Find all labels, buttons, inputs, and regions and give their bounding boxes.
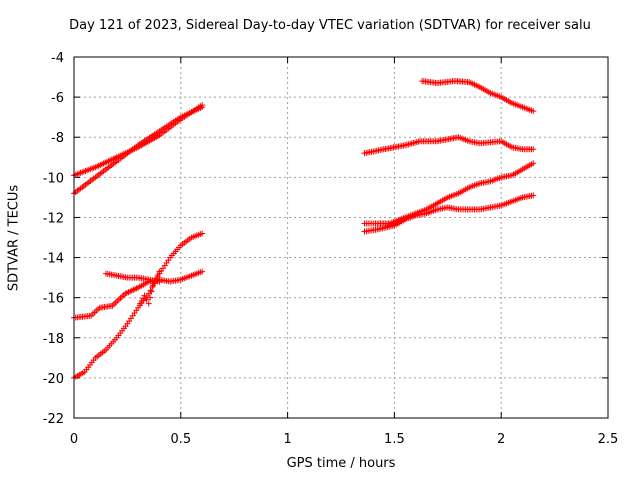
data-point <box>199 268 206 275</box>
data-point <box>530 146 537 153</box>
y-tick-label: -10 <box>43 171 64 186</box>
data-point <box>199 230 206 237</box>
series-arc-b <box>71 104 206 197</box>
y-tick-label: -6 <box>51 91 64 106</box>
data-point <box>141 292 148 299</box>
y-axis-label-text: SDTVAR / TECUs <box>6 184 22 292</box>
data-point <box>156 268 163 275</box>
y-tick-label: -12 <box>43 211 64 226</box>
y-tick-label: -4 <box>51 51 64 66</box>
y-tick-label: -18 <box>43 332 64 347</box>
data-point <box>151 279 158 286</box>
data-series <box>71 78 537 381</box>
data-point <box>143 296 150 303</box>
x-tick-label: 0.5 <box>170 432 191 447</box>
x-axis-label: GPS time / hours <box>286 456 396 471</box>
plot-frame <box>73 56 609 419</box>
x-tick-label: 2 <box>497 432 505 447</box>
series-arc-e <box>103 270 163 285</box>
x-tick-label: 0 <box>70 432 78 447</box>
series-arc-h <box>361 134 537 157</box>
data-point <box>147 287 154 294</box>
y-tick-label: -20 <box>43 372 64 387</box>
data-point <box>154 272 161 279</box>
plot-area <box>74 57 608 418</box>
series-arc-d <box>71 230 206 381</box>
y-tick-label: -8 <box>51 131 64 146</box>
data-point <box>145 300 152 307</box>
x-tick-label: 1.5 <box>384 432 405 447</box>
data-point <box>138 298 145 305</box>
data-point <box>140 295 147 302</box>
x-tick-label: 1 <box>283 432 291 447</box>
data-point <box>153 275 160 282</box>
series-arc-g <box>419 78 537 115</box>
grid-lines <box>74 57 608 418</box>
series-arc-j <box>361 192 537 235</box>
series-arc-f <box>137 268 163 307</box>
y-tick-label: -14 <box>43 252 64 267</box>
data-point <box>199 104 206 111</box>
data-point <box>148 288 155 295</box>
data-point <box>530 160 537 167</box>
data-point <box>149 283 156 290</box>
chart-title: Day 121 of 2023, Sidereal Day-to-day VTE… <box>69 18 591 33</box>
data-point <box>150 282 157 289</box>
series-arc-c <box>71 268 206 321</box>
data-point <box>147 294 154 301</box>
x-tick-label: 2.5 <box>598 432 619 447</box>
y-tick-label: -16 <box>43 292 64 307</box>
y-tick-label: -22 <box>43 412 64 427</box>
data-point <box>156 278 163 285</box>
data-point <box>530 192 537 199</box>
data-point <box>137 300 144 307</box>
data-point <box>530 108 537 115</box>
axis-ticks: 0 0.5 1 1.5 2 2.5 -22 -20 -18 -16 -14 -12 -10 -8 -6 -4 <box>43 51 619 447</box>
